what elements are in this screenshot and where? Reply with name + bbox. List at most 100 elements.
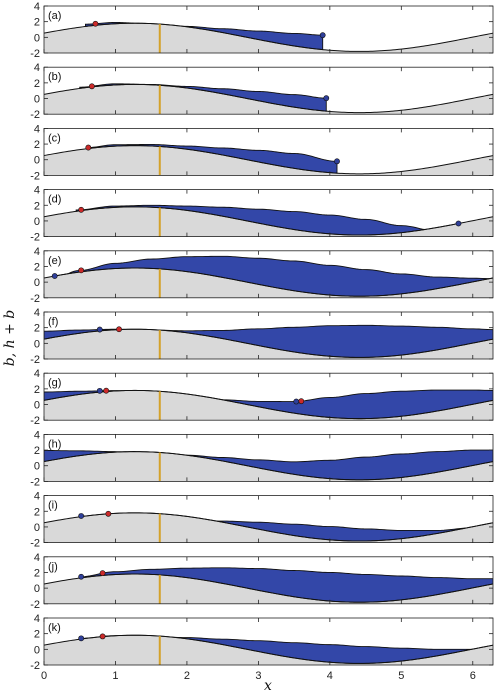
y-tick-label: 4: [34, 123, 40, 135]
y-tick-label: 0: [34, 32, 40, 44]
x-axis-label: x: [264, 678, 272, 694]
panel-frame: [43, 127, 494, 176]
bed-line: [44, 83, 493, 114]
y-tick-label: 4: [34, 1, 40, 13]
bed-line: [44, 512, 493, 542]
blue-point: [96, 326, 103, 333]
bed-line: [44, 206, 493, 236]
y-tick-label: -2: [30, 599, 40, 611]
panel-label: (g): [48, 377, 61, 389]
panel-frame: [43, 250, 494, 299]
panel: -2 0 2 4 (a): [30, 1, 494, 60]
y-tick-label: 2: [34, 629, 40, 641]
red-point: [78, 267, 85, 274]
x-tick-label: 5: [398, 670, 404, 682]
y-tick-label: 0: [34, 522, 40, 534]
panel: -2 0 2 4 (i): [30, 491, 494, 550]
red-point: [105, 510, 112, 517]
x-tick-label: 4: [327, 670, 333, 682]
y-tick-label: 4: [34, 429, 40, 441]
blue-point: [78, 635, 85, 642]
blue-point: [323, 95, 330, 102]
y-tick-label: 2: [34, 200, 40, 212]
panel: -2 0 2 4 (d): [30, 185, 494, 244]
panel: -2 0 2 4 (f): [30, 307, 494, 366]
y-tick-label: 0: [34, 400, 40, 412]
y-tick-label: 2: [34, 78, 40, 90]
y-tick-label: 2: [34, 384, 40, 396]
panel-frame: [43, 189, 494, 238]
x-tick-labels: 0 1 2 3 4 5 6: [41, 670, 476, 682]
y-tick-label: -2: [30, 170, 40, 182]
y-tick-label: -2: [30, 354, 40, 366]
y-tick-label: -2: [30, 48, 40, 60]
panel-label: (c): [48, 132, 61, 144]
panel: -2 0 2 4 (j): [30, 552, 494, 611]
bed-line: [44, 634, 493, 664]
red-point: [85, 144, 92, 151]
y-tick-label: 0: [34, 583, 40, 595]
red-point: [78, 206, 85, 213]
ground-area: [44, 84, 493, 115]
ground-area: [44, 574, 493, 604]
blue-point: [78, 513, 85, 519]
panel-frame: [43, 433, 494, 482]
red-point: [88, 83, 95, 90]
bed-line: [44, 22, 493, 52]
blue-point: [455, 220, 462, 227]
y-tick-label: 0: [34, 155, 40, 167]
panel-frame: [43, 5, 494, 54]
red-point: [99, 633, 106, 640]
y-tick-label: 4: [34, 368, 40, 380]
panel-label: (f): [48, 316, 58, 328]
blue-point: [293, 398, 300, 405]
panel: -2 0 2 4 (b): [30, 62, 494, 121]
y-tick-label: 0: [34, 338, 40, 350]
y-tick-label: -2: [30, 232, 40, 244]
y-tick-label: 2: [34, 261, 40, 273]
y-tick-label: 4: [34, 552, 40, 564]
y-tick-label: 2: [34, 445, 40, 457]
ground-area: [44, 635, 493, 665]
y-tick-label: 4: [34, 185, 40, 197]
x-tick-label: 3: [255, 670, 261, 682]
ground-area: [44, 329, 493, 359]
panels: -2 0 2 4 (a) -2 0 2 4 (b) -2 0 2 4 (c) -2 0 2 4 (d) -2 0 2 4 (e)…: [30, 1, 494, 672]
bed-line: [44, 145, 493, 175]
ground-area: [44, 23, 493, 53]
x-tick-label: 2: [184, 670, 190, 682]
bed-line: [44, 267, 493, 297]
blue-point: [319, 32, 326, 39]
x-tick-label: 6: [470, 670, 476, 682]
panel: -2 0 2 4 (g): [30, 368, 494, 427]
x-tick-label: 0: [41, 670, 47, 682]
y-tick-label: 0: [34, 216, 40, 228]
panel-label: (d): [48, 194, 61, 206]
y-tick-label: -2: [30, 109, 40, 121]
bed-line: [44, 573, 493, 603]
blue-point: [78, 573, 85, 580]
y-tick-label: -2: [30, 538, 40, 550]
panel-label: (b): [48, 71, 61, 83]
panel-label: (j): [48, 561, 58, 573]
panel-frame: [43, 311, 494, 360]
y-tick-label: 4: [34, 246, 40, 258]
panel: -2 0 2 4 (h): [30, 429, 494, 488]
y-tick-label: 2: [34, 506, 40, 518]
bed-line: [44, 389, 493, 420]
y-tick-label: -2: [30, 476, 40, 488]
y-tick-label: 0: [34, 644, 40, 656]
panel-label: (a): [48, 10, 61, 22]
bed-line: [44, 451, 493, 481]
panel-frame: [43, 66, 494, 115]
panel-frame: [43, 495, 494, 544]
panel-label: (e): [48, 255, 61, 267]
red-point: [92, 20, 99, 27]
y-tick-label: 0: [34, 277, 40, 289]
panel-label: (k): [48, 622, 61, 634]
red-point: [116, 326, 122, 333]
y-tick-label: 0: [34, 461, 40, 473]
y-tick-label: 4: [34, 307, 40, 319]
panel-label: (i): [48, 500, 58, 512]
